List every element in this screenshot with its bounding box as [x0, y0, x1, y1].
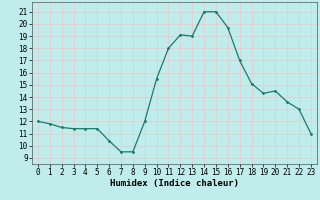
- X-axis label: Humidex (Indice chaleur): Humidex (Indice chaleur): [110, 179, 239, 188]
